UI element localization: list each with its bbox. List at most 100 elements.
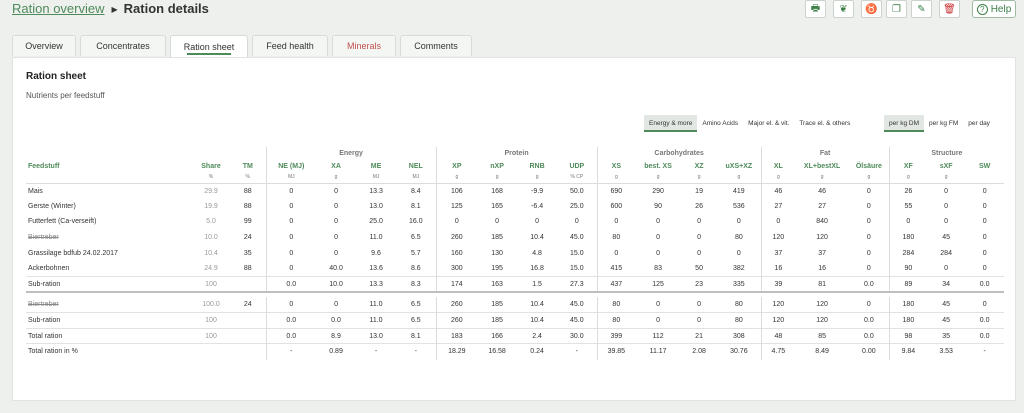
- value-cell: 0: [944, 218, 949, 226]
- table-row[interactable]: Futterfett (Ca-verseift) 5.0 99 0 0 25.0 16.0 0…: [26, 214, 1004, 230]
- value-cell: 15.0: [570, 249, 584, 257]
- value-cell: 0: [760, 214, 796, 230]
- toggle-per-kg-fm[interactable]: per kg FM: [923, 115, 964, 132]
- toggle-trace-elements[interactable]: Trace el. & others: [794, 115, 856, 132]
- value-cell: 50.0: [570, 187, 584, 195]
- table-row[interactable]: Sub-ration 100 0.0 10.0 13.3 8.3 174 163 1.5 27.3…: [26, 276, 1005, 293]
- column-header-tm: TM: [242, 162, 253, 170]
- value-cell: 0: [736, 218, 741, 226]
- value-cell: 120: [760, 297, 796, 313]
- feedstuff-name: Sub-ration: [26, 312, 192, 329]
- delete-button[interactable]: 🗑: [939, 0, 960, 18]
- value-cell: 10.4: [530, 234, 544, 242]
- value-cell: 4.75: [760, 343, 796, 360]
- print-button[interactable]: 🖶: [805, 0, 826, 18]
- value-cell: 415: [596, 260, 636, 277]
- value-cell: 0: [265, 198, 317, 215]
- value-cell: 29.9: [204, 187, 218, 195]
- value-cell: 0: [681, 312, 718, 329]
- tool-3-button[interactable]: ♉: [861, 0, 882, 18]
- tool-2-button[interactable]: ❦: [833, 0, 854, 18]
- value-cell: 11.0: [356, 312, 397, 329]
- column-header-nel: NEL: [408, 162, 423, 170]
- nutrient-group-toggle: Energy & more Amino Acids Major el. & vi…: [644, 115, 856, 132]
- value-cell: 0.0: [849, 327, 890, 344]
- trash-icon: 🗑: [943, 3, 956, 15]
- table-row[interactable]: Gerste (Winter) 19.9 88 0 0 13.0 8.1 125 165 -6.4…: [26, 198, 1004, 215]
- value-cell: 600: [596, 198, 636, 215]
- table-row[interactable]: Mais 29.9 88 0 0 13.3 8.4 106 168 -9.9 50.0 690 290 1…: [26, 183, 1004, 199]
- help-button[interactable]: ? Help: [972, 0, 1016, 18]
- tab-minerals[interactable]: Minerals: [332, 35, 396, 56]
- toggle-per-kg-dm[interactable]: per kg DM: [884, 115, 924, 132]
- column-header-xl-bestxl: XL+bestXL: [803, 162, 841, 170]
- value-cell: 10.0: [204, 234, 218, 242]
- table-row[interactable]: Total ration 100 0.0 8.9 13.0 8.1 183 166 2.4 30.…: [26, 327, 1005, 344]
- toggle-per-day[interactable]: per day: [963, 115, 995, 132]
- value-cell: 13.6: [369, 265, 383, 273]
- value-cell: 335: [717, 276, 762, 293]
- table-row[interactable]: Biertreber 10.0 24 0 0 11.0 6.5 260 185 10.4 45.0 8…: [26, 229, 1004, 246]
- column-header-ne-mj: NE (MJ): [265, 160, 317, 172]
- value-cell: 180: [888, 312, 928, 329]
- value-cell: 0: [736, 249, 741, 257]
- value-cell: 48: [760, 327, 796, 344]
- unit-cell: g: [717, 172, 762, 184]
- value-cell: 83: [654, 265, 662, 273]
- unit-cell: g: [435, 172, 478, 184]
- toggle-energy-more[interactable]: Energy & more: [644, 115, 698, 132]
- unit-cell: g: [760, 172, 796, 184]
- copy-button[interactable]: ❐: [886, 0, 907, 18]
- column-header-feedstuff: Feedstuff: [28, 162, 60, 170]
- value-cell: 100.0: [202, 301, 220, 309]
- value-cell: 185: [491, 301, 503, 309]
- value-cell: 5.0: [206, 218, 216, 226]
- group-protein: Protein: [435, 147, 598, 160]
- toggle-major-elements[interactable]: Major el. & vit.: [743, 115, 795, 132]
- value-cell: 195: [491, 265, 503, 273]
- value-cell: 0: [265, 260, 317, 277]
- table-row[interactable]: Biertreber 100.0 24 0 0 11.0 6.5 260 185 10.4 45.0…: [26, 297, 1004, 313]
- value-cell: 99: [243, 218, 252, 226]
- tab-ration-sheet[interactable]: Ration sheet: [170, 35, 248, 58]
- unit-cell: [965, 172, 1005, 184]
- value-cell: 284: [940, 249, 952, 257]
- value-cell: 308: [717, 327, 762, 344]
- value-cell: 0: [697, 234, 702, 242]
- toggle-amino-acids[interactable]: Amino Acids: [697, 115, 744, 132]
- value-cell: 80: [596, 297, 636, 313]
- value-cell: 0.24: [517, 343, 558, 360]
- table-row[interactable]: Sub-ration 100 0.0 0.0 11.0 6.5 260 185 10.4 45.0…: [26, 312, 1005, 329]
- breadcrumb-ration-overview-link[interactable]: Ration overview: [12, 1, 105, 16]
- value-cell: 8.4: [410, 187, 421, 195]
- value-cell: 0: [656, 249, 661, 257]
- value-cell: 0: [944, 187, 949, 195]
- unit-cell: MJ: [265, 172, 317, 184]
- edit-button[interactable]: ✎: [911, 0, 932, 18]
- tab-concentrates[interactable]: Concentrates: [80, 35, 166, 56]
- value-cell: 100: [192, 276, 230, 293]
- value-cell: 0: [697, 301, 702, 309]
- table-row[interactable]: Total ration in % -0.89- -18.29 16.58 0.24-3…: [26, 343, 1005, 360]
- copy-icon: ❐: [892, 3, 901, 15]
- value-cell: 16.8: [530, 265, 544, 273]
- value-cell: 174: [435, 276, 478, 293]
- value-cell: 260: [435, 229, 478, 246]
- tab-comments[interactable]: Comments: [400, 35, 472, 56]
- value-cell: 0: [944, 202, 949, 210]
- value-cell: 185: [491, 234, 503, 242]
- value-cell: 0: [982, 265, 987, 273]
- value-cell: 0: [574, 218, 579, 226]
- unit-cell: g: [888, 172, 928, 184]
- value-cell: 160: [435, 245, 478, 261]
- table-row[interactable]: Ackerbohnen 24.9 88 0 40.0 13.6 8.6 300 195 16.8 1…: [26, 260, 1004, 277]
- value-cell: 8.49: [795, 343, 850, 360]
- unit-cell: g: [477, 172, 518, 184]
- pencil-icon: ✎: [917, 3, 926, 15]
- value-cell: 166: [477, 327, 518, 344]
- value-cell: 0: [596, 245, 636, 261]
- tab-feed-health[interactable]: Feed health: [252, 35, 328, 56]
- value-cell: 8.1: [410, 202, 421, 210]
- table-row[interactable]: Grassilage bdfub 24.02.2017 10.4 35 0 0 9.6 5.…: [26, 245, 1004, 261]
- tab-overview[interactable]: Overview: [12, 35, 76, 56]
